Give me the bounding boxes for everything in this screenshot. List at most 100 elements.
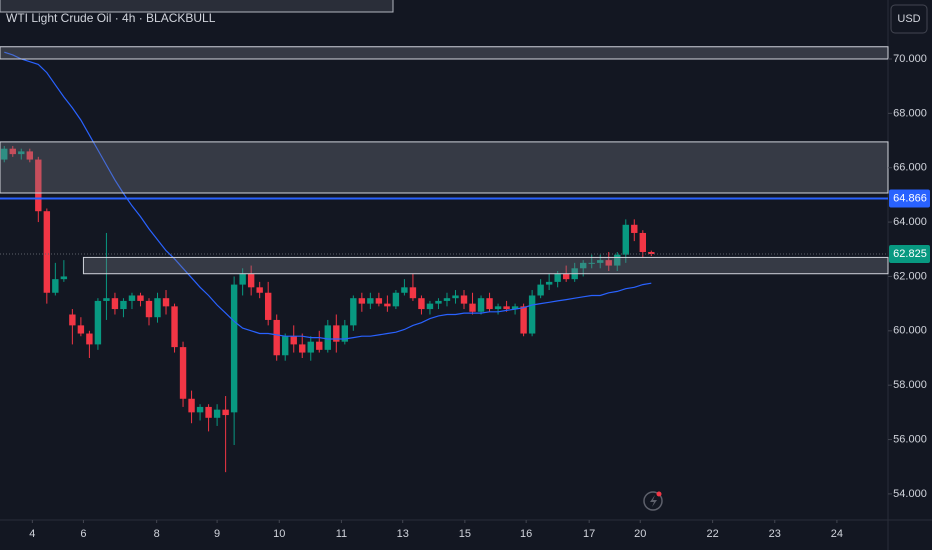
x-tick-label: 9 <box>214 528 220 540</box>
x-tick-label: 10 <box>273 528 285 540</box>
candle-body <box>111 298 119 310</box>
price-label-bg <box>889 189 930 208</box>
x-tick-label: 8 <box>154 528 160 540</box>
candle-body <box>120 300 127 310</box>
candle-body <box>460 295 468 304</box>
x-tick-label: 13 <box>397 528 409 540</box>
y-tick-label: 70.000 <box>893 53 927 65</box>
candle-body <box>597 260 604 263</box>
candle-body <box>639 232 646 252</box>
candle-body <box>614 254 621 266</box>
x-tick-label: 20 <box>634 528 646 540</box>
candle-body <box>77 325 85 334</box>
candle-body <box>94 300 102 345</box>
price-label: 64.866 <box>893 192 927 204</box>
candle-body <box>477 298 485 312</box>
y-tick-label: 62.000 <box>893 270 927 282</box>
candle-body <box>341 325 349 342</box>
candle-body <box>179 347 187 399</box>
candle-body <box>409 287 417 299</box>
candle-body <box>605 260 612 266</box>
candle-body <box>154 298 161 318</box>
moving-average <box>4 51 652 340</box>
candle-body <box>162 298 170 307</box>
candle-body <box>511 306 519 310</box>
zone <box>82 256 889 275</box>
candle-body <box>137 295 144 301</box>
candle-body <box>60 276 68 280</box>
x-tick-label: 15 <box>459 528 471 540</box>
y-tick-label: 64.000 <box>893 216 927 228</box>
candle-body <box>247 273 255 288</box>
candle-body <box>273 319 280 356</box>
candle-body <box>367 298 374 304</box>
y-tick-label: 54.000 <box>893 488 927 500</box>
candle-body <box>350 298 357 326</box>
currency-label[interactable]: USD <box>897 13 920 25</box>
plot <box>0 46 889 473</box>
candle-body <box>43 211 51 293</box>
candle-body <box>443 298 451 301</box>
candle-body <box>145 300 153 318</box>
y-tick-label: 66.000 <box>893 162 927 174</box>
candle-body <box>213 409 221 418</box>
candle-body <box>188 398 195 413</box>
candle-body <box>222 409 229 416</box>
candle-body <box>230 284 238 413</box>
candle-body <box>128 295 136 301</box>
x-tick-label: 16 <box>520 528 532 540</box>
y-tick-label: 56.000 <box>893 433 927 445</box>
candle-body <box>648 251 655 255</box>
candle-body <box>392 292 400 307</box>
candle-body <box>52 279 59 293</box>
candle-body <box>324 325 331 350</box>
candle-body <box>545 281 553 285</box>
candle-body <box>588 262 595 264</box>
candle-body <box>520 306 527 334</box>
candle-body <box>239 273 246 285</box>
candle-body <box>562 273 570 280</box>
candle-body <box>435 300 442 304</box>
x-tick-label: 11 <box>336 528 347 540</box>
candle-body <box>205 406 212 418</box>
candle-body <box>103 298 110 301</box>
y-tick-label: 58.000 <box>893 379 927 391</box>
y-tick-label: 68.000 <box>893 107 927 119</box>
candle-body <box>537 284 544 296</box>
price-label: 62.825 <box>893 248 927 260</box>
candle-body <box>375 298 383 304</box>
candle-body <box>503 306 510 310</box>
candle-body <box>426 303 434 310</box>
candle-body <box>316 341 323 350</box>
candle-body <box>452 295 459 299</box>
x-tick-label: 6 <box>80 528 86 540</box>
candle-body <box>554 273 561 282</box>
candle-body <box>528 295 536 334</box>
candle-body <box>35 159 42 212</box>
candle-body <box>307 341 314 353</box>
candle-body <box>358 298 366 304</box>
candle-body <box>69 314 76 326</box>
candle-body <box>26 151 33 160</box>
candle-body <box>486 298 493 310</box>
x-tick-label: 4 <box>29 528 35 540</box>
candle-body <box>264 292 272 320</box>
candle-body <box>18 151 25 155</box>
candle-body <box>196 406 204 413</box>
candle-body <box>622 224 629 255</box>
currency-button[interactable] <box>890 4 928 34</box>
candle-body <box>290 336 297 345</box>
flash-icon[interactable] <box>643 491 663 511</box>
candle-body <box>494 306 502 310</box>
candle-body <box>469 303 476 312</box>
chart-title: WTI Light Crude Oil · 4h · BLACKBULL <box>6 11 216 25</box>
zone <box>0 46 889 60</box>
candle-body <box>299 344 306 353</box>
candle-body <box>171 306 178 348</box>
candle-body <box>384 303 391 307</box>
x-tick-label: 24 <box>831 528 843 540</box>
candle-body <box>631 224 638 233</box>
x-tick-label: 23 <box>769 528 781 540</box>
